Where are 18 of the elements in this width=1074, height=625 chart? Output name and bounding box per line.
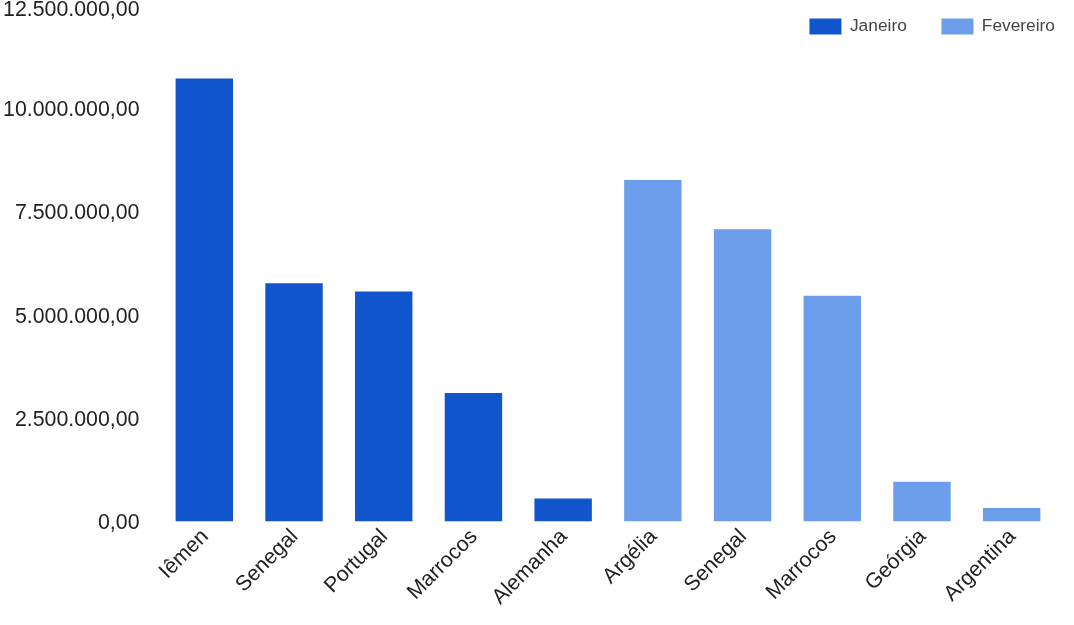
y-tick-label: 5.000.000,00	[14, 303, 140, 328]
y-tick-label: 12.500.000,00	[3, 0, 140, 21]
bar	[893, 481, 951, 522]
bar	[982, 507, 1041, 522]
bar	[175, 78, 234, 522]
bar	[355, 291, 413, 522]
y-tick-label: 7.500.000,00	[14, 200, 140, 225]
y-tick-label: 2.500.000,00	[14, 406, 140, 431]
bar	[534, 498, 592, 522]
bar	[265, 283, 323, 522]
bar	[803, 295, 861, 522]
bar	[713, 229, 772, 522]
bar	[444, 393, 503, 522]
y-tick-label: 0,00	[97, 510, 140, 534]
bar	[624, 180, 682, 522]
legend-label: Janeiro	[849, 15, 907, 36]
y-tick-label: 10.000.000,00	[3, 97, 140, 122]
legend-label: Fevereiro	[981, 15, 1055, 36]
